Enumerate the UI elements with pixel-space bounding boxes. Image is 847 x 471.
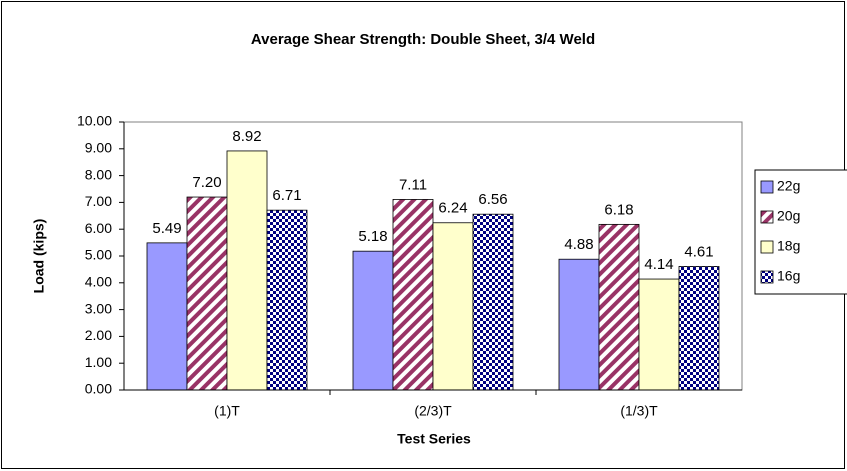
data-label: 6.18 <box>604 201 633 218</box>
x-tick-label: (1)T <box>214 403 240 419</box>
y-tick-label: 3.00 <box>85 300 112 316</box>
bar <box>678 266 720 391</box>
data-label: 5.18 <box>358 228 387 245</box>
y-tick-label: 8.00 <box>85 166 112 182</box>
data-label: 6.71 <box>272 187 301 204</box>
legend-label: 22g <box>777 178 800 194</box>
y-tick-label: 4.00 <box>85 274 112 290</box>
y-tick-label: 6.00 <box>85 220 112 236</box>
legend-swatch <box>760 210 774 224</box>
data-label: 7.20 <box>192 174 221 191</box>
y-tick-label: 7.00 <box>85 193 112 209</box>
legend-swatch <box>760 270 774 284</box>
x-tick-label: (1/3)T <box>620 403 658 419</box>
y-tick-label: 5.00 <box>85 247 112 263</box>
bar <box>352 250 394 391</box>
y-tick-label: 10.00 <box>77 113 112 129</box>
legend-label: 16g <box>777 268 800 284</box>
legend-label: 20g <box>777 208 800 224</box>
bar <box>558 258 600 391</box>
bar <box>472 213 514 391</box>
x-tick-label: (2/3)T <box>414 403 452 419</box>
data-label: 4.88 <box>564 236 593 253</box>
legend-swatch <box>760 180 774 194</box>
bar <box>186 196 228 391</box>
legend-swatch <box>760 240 774 254</box>
data-label: 4.61 <box>684 243 713 260</box>
bar <box>432 222 474 391</box>
data-label: 5.49 <box>152 220 181 237</box>
data-label: 7.11 <box>399 176 427 193</box>
data-label: 4.14 <box>644 256 673 273</box>
y-tick-label: 2.00 <box>85 327 112 343</box>
bar <box>392 199 434 391</box>
y-tick-label: 0.00 <box>85 381 112 397</box>
x-axis-label: Test Series <box>397 431 471 447</box>
legend-label: 18g <box>777 238 800 254</box>
data-label: 6.56 <box>478 191 507 208</box>
data-label: 6.24 <box>438 200 467 217</box>
bar <box>146 242 188 391</box>
data-label: 8.92 <box>232 128 261 145</box>
y-axis-label: Load (kips) <box>31 219 47 294</box>
bar <box>226 150 268 391</box>
bar <box>598 223 640 391</box>
chart-title: Average Shear Strength: Double Sheet, 3/… <box>251 31 595 48</box>
y-tick-label: 9.00 <box>85 140 112 156</box>
bar <box>638 278 680 391</box>
bar <box>266 209 308 391</box>
y-tick-label: 1.00 <box>85 354 112 370</box>
